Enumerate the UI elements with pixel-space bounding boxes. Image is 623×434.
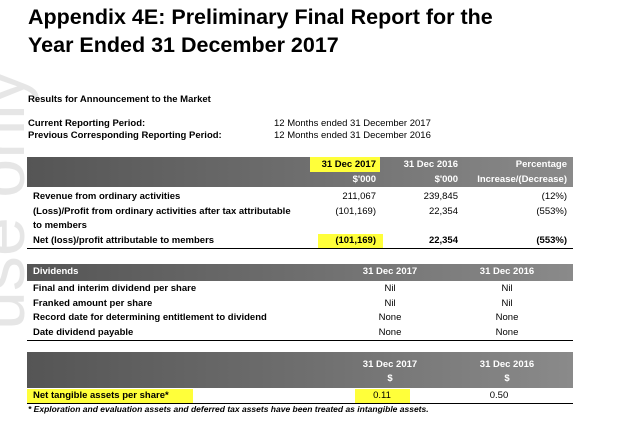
- title-line: Appendix 4E: Preliminary Final Report fo…: [28, 5, 493, 29]
- cell: Nil: [384, 297, 396, 309]
- period-value: 12 Months ended 31 December 2016: [274, 130, 431, 141]
- cell: 239,845: [423, 191, 458, 202]
- cell: (553%): [536, 206, 567, 217]
- row-rule: [27, 403, 573, 404]
- row-rule: [27, 248, 573, 249]
- column-header: Percentage: [515, 159, 567, 170]
- cell: None: [495, 327, 519, 339]
- cell: 22,354: [428, 206, 458, 217]
- header-band: [27, 264, 573, 281]
- row-label: Net (loss)/profit attributable to member…: [33, 235, 215, 246]
- cell: Nil: [501, 283, 513, 294]
- table-title: Dividends: [33, 266, 79, 277]
- header-band: [27, 157, 573, 187]
- row-label: Record date for determining entitlement …: [33, 312, 267, 324]
- cell: (101,169): [335, 206, 376, 217]
- row-label: Net tangible assets per share*: [33, 390, 169, 401]
- cell: None: [378, 312, 402, 324]
- column-unit: $'000: [352, 174, 376, 185]
- cell: 0.50: [489, 390, 509, 401]
- header-band: [27, 352, 573, 388]
- column-header: 31 Dec 2016: [479, 359, 535, 370]
- row-label: Revenue from ordinary activities: [33, 191, 181, 202]
- cell: (12%): [541, 191, 567, 202]
- subtitle: Results for Announcement to the Market: [28, 94, 211, 105]
- column-header: 31 Dec 2016: [403, 159, 458, 170]
- highlight: [318, 234, 383, 248]
- period-label: Previous Corresponding Reporting Period:: [28, 130, 222, 141]
- cell: 211,067: [342, 191, 376, 202]
- row-rule: [27, 340, 573, 341]
- column-unit: Increase/(Decrease): [477, 174, 567, 185]
- row-label: Franked amount per share: [33, 297, 153, 309]
- cell: Nil: [501, 297, 513, 309]
- cell: 22,354: [428, 235, 458, 246]
- highlight: [27, 389, 193, 403]
- cell: 0.11: [373, 390, 391, 401]
- column-unit: $: [387, 373, 393, 384]
- row-label: Final and interim dividend per share: [33, 283, 197, 294]
- cell: None: [495, 312, 519, 324]
- row-label: (Loss)/Profit from ordinary activities a…: [33, 206, 291, 217]
- column-unit: $'000: [434, 174, 458, 185]
- cell: None: [378, 327, 402, 339]
- cell: (101,169): [335, 235, 376, 246]
- cell: (553%): [536, 235, 567, 246]
- column-header: 31 Dec 2017: [321, 159, 376, 170]
- period-label: Current Reporting Period:: [28, 118, 146, 129]
- highlight: [355, 389, 410, 403]
- column-unit: $: [504, 373, 510, 384]
- title-line: Year Ended 31 December 2017: [28, 33, 339, 57]
- column-header: 31 Dec 2016: [479, 266, 535, 277]
- footnote: * Exploration and evaluation assets and …: [28, 404, 429, 414]
- row-label: to members: [33, 220, 87, 231]
- column-header: 31 Dec 2017: [362, 266, 418, 277]
- cell: Nil: [384, 283, 396, 294]
- highlight: [310, 157, 380, 172]
- row-label: Date dividend payable: [33, 327, 134, 339]
- column-header: 31 Dec 2017: [362, 359, 418, 370]
- period-value: 12 Months ended 31 December 2017: [274, 118, 431, 129]
